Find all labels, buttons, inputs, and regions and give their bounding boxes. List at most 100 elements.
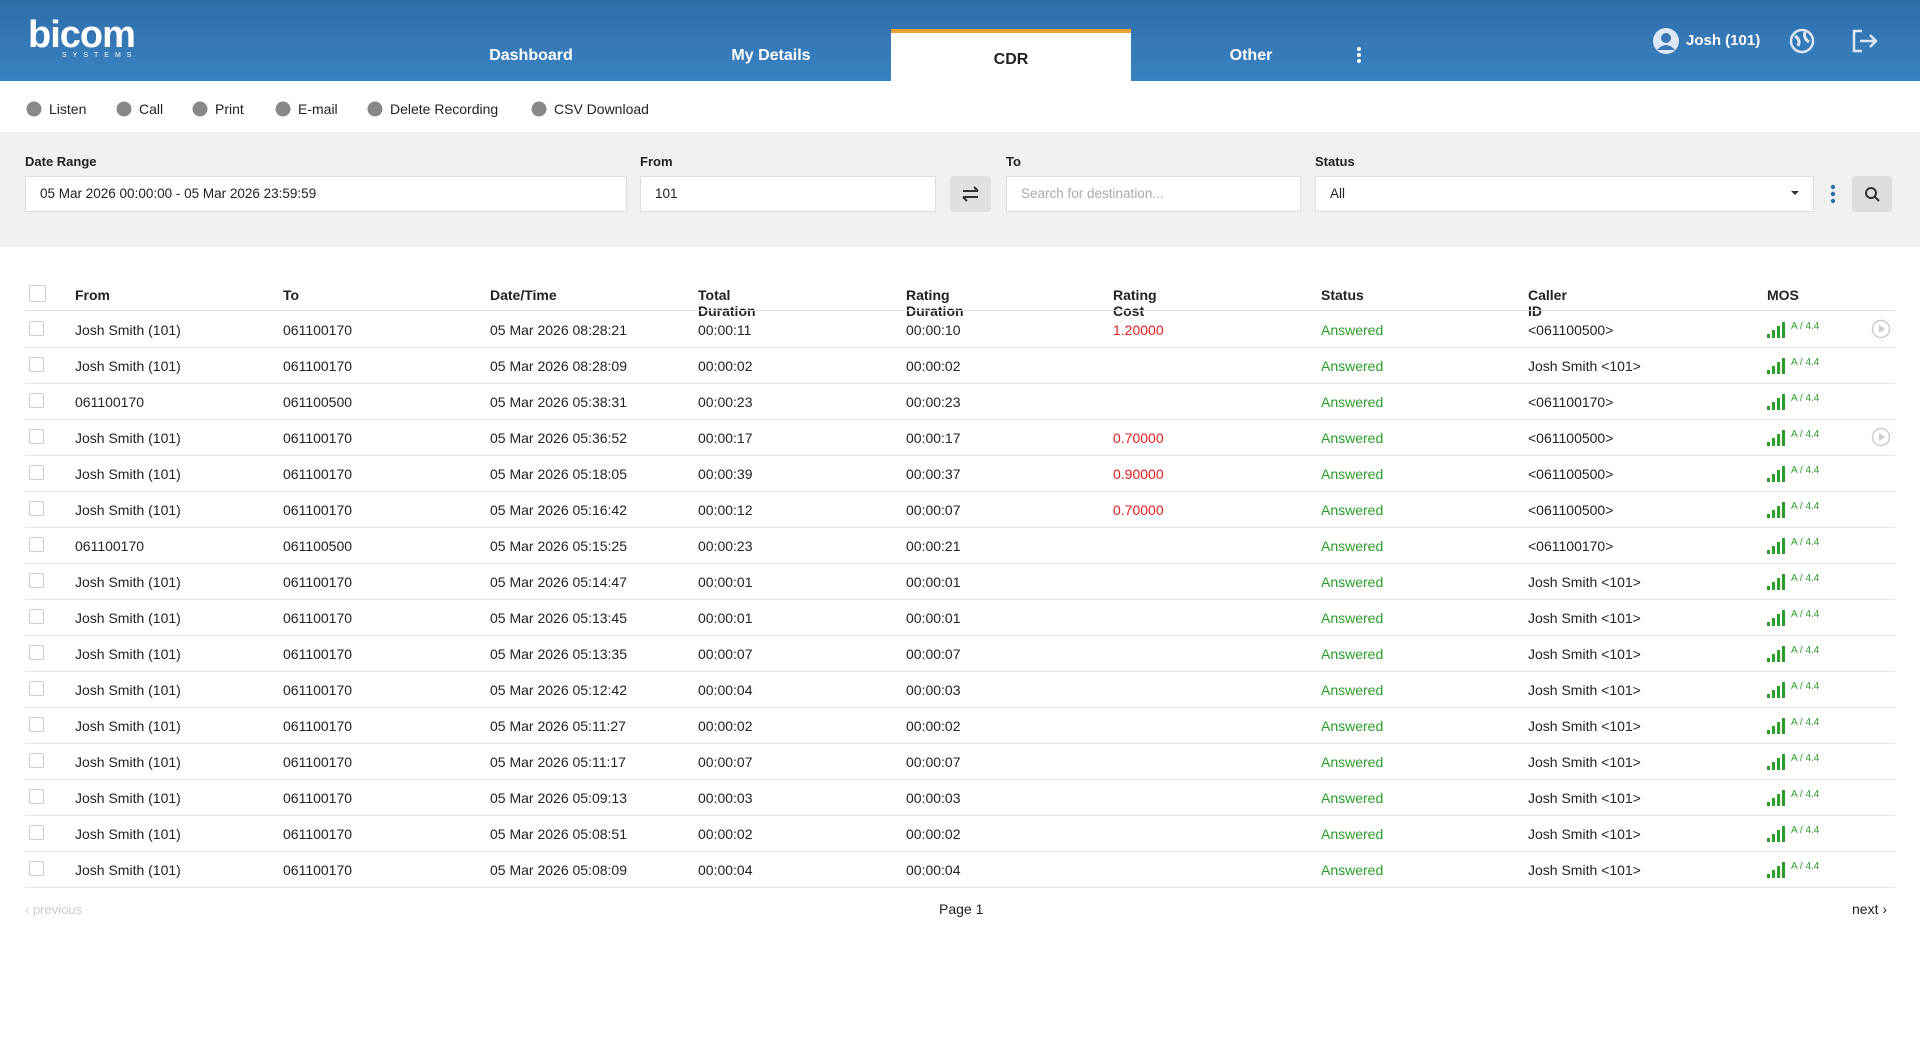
row-checkbox[interactable] — [29, 573, 44, 588]
cell: 061100170 — [75, 394, 145, 410]
cell: 061100170 — [283, 610, 353, 626]
toolbar-label[interactable]: CSV Download — [554, 101, 649, 117]
cell: 061100170 — [75, 538, 145, 554]
cell: 05 Mar 2026 08:28:21 — [490, 322, 627, 338]
cell: 061100170 — [283, 466, 353, 482]
column-header: To — [283, 287, 300, 303]
cell: Answered — [1321, 754, 1384, 770]
row-checkbox[interactable] — [29, 429, 44, 444]
row-checkbox[interactable] — [29, 789, 44, 804]
cell: Answered — [1321, 790, 1384, 806]
play[interactable] — [1871, 427, 1891, 447]
toolbar-label[interactable]: E-mail — [298, 101, 338, 117]
more-filters[interactable] — [1828, 184, 1838, 204]
table-row[interactable]: Josh Smith (101) 061100170 05 Mar 2026 05:… — [25, 671, 1895, 708]
cell: A / 4.4 — [1791, 753, 1820, 764]
table-row[interactable]: Josh Smith (101) 061100170 05 Mar 2026 08:… — [25, 311, 1895, 348]
nav-tab[interactable]: My Details — [731, 47, 811, 64]
search-button[interactable] — [1852, 176, 1892, 212]
table-row[interactable]: 061100170 061100500 05 Mar 2026 05:38:31 00… — [25, 383, 1895, 420]
table-row[interactable]: Josh Smith (101) 061100170 05 Mar 2026 05:… — [25, 419, 1895, 456]
toolbar-button[interactable]: E-mail — [274, 100, 338, 118]
cell: Josh Smith (101) — [75, 718, 181, 734]
toolbar-button[interactable]: Delete Recording — [366, 100, 498, 118]
row-checkbox[interactable] — [29, 861, 44, 876]
cell: 05 Mar 2026 05:08:51 — [490, 826, 627, 842]
cell: Josh Smith (101) — [75, 826, 181, 842]
cell: 00:00:04 — [698, 682, 753, 698]
icon — [192, 101, 208, 117]
status-select[interactable]: All — [1315, 176, 1814, 212]
toolbar-button[interactable]: Listen — [25, 100, 86, 118]
swap-button[interactable] — [950, 176, 991, 212]
nav-tab[interactable]: Other — [1229, 47, 1273, 64]
cell: Josh Smith (101) — [75, 466, 181, 482]
row-checkbox[interactable] — [29, 753, 44, 768]
row-checkbox[interactable] — [29, 465, 44, 480]
cell: <061100500> — [1528, 502, 1614, 518]
select-all[interactable] — [29, 285, 46, 302]
date-range-input[interactable]: 05 Mar 2026 00:00:00 - 05 Mar 2026 23:59… — [25, 176, 627, 212]
table-row[interactable]: Josh Smith (101) 061100170 05 Mar 2026 05:… — [25, 743, 1895, 780]
row-checkbox[interactable] — [29, 825, 44, 840]
from-input[interactable]: 101 — [640, 176, 936, 212]
toolbar-button[interactable]: CSV Download — [530, 100, 649, 118]
play-icon[interactable] — [1871, 427, 1891, 452]
next-link[interactable]: next › — [1852, 901, 1888, 917]
previous-link[interactable]: ‹ previous — [25, 902, 83, 917]
table-row[interactable]: 061100170 061100500 05 Mar 2026 05:15:25 00… — [25, 527, 1895, 564]
globe-icon[interactable] — [1789, 28, 1815, 54]
nav-tab[interactable]: CDR — [891, 29, 1131, 81]
cell: Josh Smith <101> — [1528, 790, 1641, 806]
cell: A / 4.4 — [1791, 357, 1820, 368]
play-icon[interactable] — [1871, 319, 1891, 344]
user-name[interactable]: Josh (101) — [1686, 32, 1761, 49]
cell: <061100170> — [1528, 538, 1614, 554]
row-checkbox[interactable] — [29, 645, 44, 660]
row-checkbox[interactable] — [29, 393, 44, 408]
table-row[interactable]: Josh Smith (101) 061100170 05 Mar 2026 05:… — [25, 815, 1895, 852]
row-checkbox[interactable] — [29, 717, 44, 732]
table-row[interactable]: Josh Smith (101) 061100170 05 Mar 2026 05:… — [25, 851, 1895, 888]
row-checkbox[interactable] — [29, 609, 44, 624]
toolbar-label[interactable]: Listen — [49, 101, 87, 117]
table-row[interactable]: Josh Smith (101) 061100170 05 Mar 2026 05:… — [25, 779, 1895, 816]
icon — [26, 101, 42, 117]
column-header: Status — [1321, 287, 1364, 303]
row-checkbox[interactable] — [29, 321, 44, 336]
mos-bars — [1767, 536, 1787, 559]
row-checkbox[interactable] — [29, 681, 44, 696]
table-row[interactable]: Josh Smith (101) 061100170 05 Mar 2026 05:… — [25, 707, 1895, 744]
toolbar-label[interactable]: Delete Recording — [390, 101, 499, 117]
previous-text[interactable]: previous — [32, 902, 83, 917]
signal-icon — [1767, 790, 1785, 806]
toolbar-button[interactable]: Print — [191, 100, 244, 118]
toolbar-button[interactable]: Call — [115, 100, 163, 118]
table-row[interactable]: Josh Smith (101) 061100170 05 Mar 2026 05:… — [25, 563, 1895, 600]
logout-icon[interactable] — [1850, 28, 1880, 54]
cell: Josh Smith (101) — [75, 862, 181, 878]
table-row[interactable]: Josh Smith (101) 061100170 05 Mar 2026 05:… — [25, 635, 1895, 672]
cell: 0.70000 — [1113, 502, 1164, 518]
row-checkbox[interactable] — [29, 357, 44, 372]
next-text[interactable]: next — [1852, 901, 1879, 917]
more-icon[interactable] — [1354, 46, 1364, 64]
row-checkbox[interactable] — [29, 537, 44, 552]
toolbar-label[interactable]: Call — [139, 101, 164, 117]
cell: Josh Smith (101) — [75, 430, 181, 446]
cell: 061100170 — [283, 322, 353, 338]
to-input[interactable]: Search for destination... — [1006, 176, 1301, 212]
table-row[interactable]: Josh Smith (101) 061100170 05 Mar 2026 08:… — [25, 347, 1895, 384]
table-row[interactable]: Josh Smith (101) 061100170 05 Mar 2026 05:… — [25, 491, 1895, 528]
signal-icon — [1767, 610, 1785, 626]
cell: A / 4.4 — [1791, 609, 1820, 620]
user-icon[interactable] — [1652, 27, 1680, 55]
nav-tab[interactable]: Dashboard — [489, 47, 573, 64]
table-row[interactable]: Josh Smith (101) 061100170 05 Mar 2026 05:… — [25, 455, 1895, 492]
row-checkbox[interactable] — [29, 501, 44, 516]
cell: 05 Mar 2026 05:13:45 — [490, 610, 627, 626]
table-row[interactable]: Josh Smith (101) 061100170 05 Mar 2026 05:… — [25, 599, 1895, 636]
cell: 00:00:07 — [906, 502, 961, 518]
play[interactable] — [1871, 319, 1891, 339]
toolbar-label[interactable]: Print — [215, 101, 244, 117]
